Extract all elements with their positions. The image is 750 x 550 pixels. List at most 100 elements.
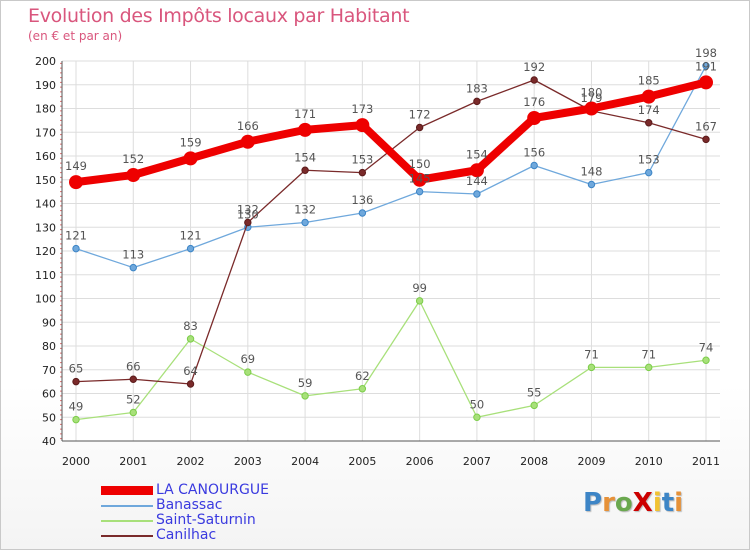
data-point [126, 168, 141, 182]
legend-label: Banassac [156, 497, 223, 513]
data-label: 55 [527, 385, 542, 399]
data-point [473, 413, 481, 421]
y-tick-label: 140 [35, 198, 56, 211]
data-point [244, 218, 252, 227]
logo-letter: t [661, 488, 675, 518]
data-point [358, 168, 367, 177]
data-label: 198 [695, 46, 717, 60]
data-point [415, 123, 424, 132]
data-point [186, 244, 195, 253]
x-tick-label: 2006 [406, 455, 434, 468]
data-label: 144 [466, 174, 488, 188]
legend-item-canilhac: Canilhac [101, 528, 361, 543]
series-line-banassac [75, 65, 707, 269]
grid-layer [62, 60, 720, 442]
data-point [301, 218, 309, 227]
legend-swatch [101, 535, 153, 537]
data-label: 174 [638, 103, 660, 117]
y-tick-label: 120 [35, 245, 56, 258]
data-label: 99 [412, 281, 427, 295]
data-label: 154 [466, 147, 488, 161]
data-label: 172 [409, 108, 431, 122]
data-point [587, 180, 596, 189]
data-label: 145 [409, 172, 431, 186]
data-label: 132 [294, 203, 316, 217]
x-tick-label: 2005 [348, 455, 376, 468]
data-point [527, 111, 542, 125]
chart-subtitle: (en € et par an) [28, 29, 123, 43]
data-point [129, 375, 137, 383]
data-label: 149 [65, 159, 87, 173]
legend-label: LA CANOURGUE [156, 482, 269, 498]
data-label: 154 [294, 150, 316, 164]
data-label: 191 [695, 59, 717, 73]
x-tick-label: 2003 [234, 455, 262, 468]
proxiti-logo: ProXiti [583, 488, 683, 518]
data-point [645, 168, 653, 177]
data-label: 64 [183, 364, 198, 378]
data-label: 153 [351, 153, 373, 167]
data-label: 156 [523, 146, 545, 160]
data-label: 121 [65, 229, 87, 243]
data-point [72, 415, 80, 424]
y-tick-label: 90 [42, 316, 56, 329]
data-label: 50 [470, 397, 485, 411]
legend-label: Saint-Saturnin [156, 512, 256, 528]
series-banassac [72, 62, 710, 272]
data-label: 136 [351, 193, 373, 207]
data-label: 150 [409, 157, 431, 171]
legend-swatch [101, 520, 153, 522]
series-saint-saturnin [72, 297, 710, 424]
y-tick-label: 110 [35, 269, 56, 282]
legend: LA CANOURGUE Banassac Saint-Saturnin Canilh… [101, 483, 361, 543]
legend-swatch [101, 486, 153, 495]
data-point [301, 166, 309, 174]
data-point [186, 380, 195, 388]
y-tick-label: 190 [35, 79, 56, 92]
data-label: 71 [641, 347, 656, 361]
data-point [702, 62, 710, 70]
logo-letter: P [583, 488, 603, 518]
data-label: 66 [126, 359, 141, 373]
data-label: 132 [237, 203, 259, 217]
data-point [473, 97, 481, 106]
data-point [473, 190, 481, 198]
x-tick-label: 2011 [692, 455, 720, 468]
logo-letter: X [632, 488, 653, 518]
chart-title: Evolution des Impôts locaux par Habitant [28, 5, 410, 27]
x-tick-label: 2010 [635, 455, 663, 468]
data-point [530, 401, 538, 410]
data-label: 49 [69, 400, 84, 414]
data-point [72, 244, 80, 253]
data-point [584, 101, 599, 116]
y-tick-label: 160 [35, 150, 56, 163]
data-label: 59 [298, 376, 313, 390]
data-label: 166 [237, 119, 259, 133]
data-label: 69 [240, 352, 255, 366]
data-label: 176 [523, 95, 545, 109]
data-point [641, 89, 656, 104]
data-label: 148 [580, 165, 602, 179]
data-label: 180 [580, 86, 602, 100]
data-point [183, 151, 198, 166]
y-tick-label: 50 [42, 411, 56, 424]
data-label: 173 [351, 102, 373, 116]
logo-letter: i [674, 488, 684, 518]
series-layer [69, 62, 713, 424]
y-tick-label: 150 [35, 174, 56, 187]
data-label: 62 [355, 369, 370, 383]
logo-letter: o [614, 488, 633, 518]
x-tick-label: 2008 [520, 455, 548, 468]
data-point [355, 118, 370, 133]
data-label: 152 [122, 152, 144, 166]
x-tick-label: 2009 [577, 455, 605, 468]
data-point [469, 163, 484, 178]
y-tick-label: 60 [42, 388, 56, 401]
series-la-canourgue [69, 75, 713, 190]
x-tick-label: 2004 [291, 455, 319, 468]
data-label: 121 [180, 229, 202, 243]
data-label: 153 [638, 153, 660, 167]
